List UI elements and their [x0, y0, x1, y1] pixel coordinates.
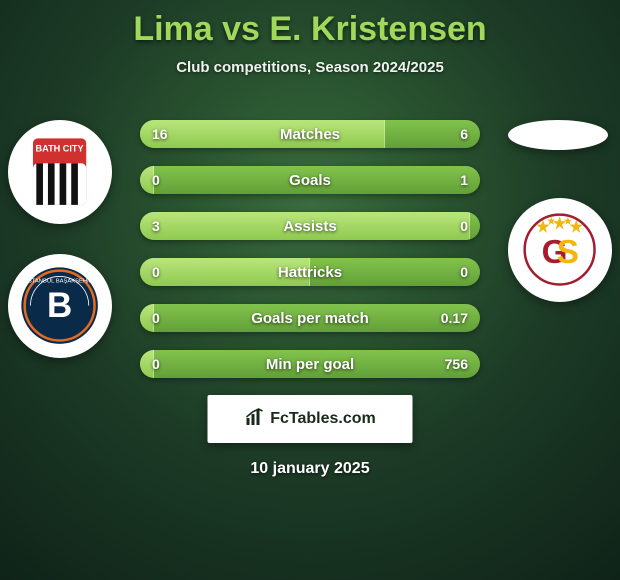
svg-text:BATH CITY: BATH CITY — [36, 144, 84, 154]
stats-bars: 166Matches 01Goals 30Assists 00Hattricks 00.… — [140, 120, 480, 396]
stat-row: 00.17Goals per match — [140, 304, 480, 332]
page-subtitle: Club competitions, Season 2024/2025 — [0, 59, 620, 76]
svg-text:B: B — [47, 287, 72, 326]
page-title: Lima vs E. Kristensen — [0, 0, 620, 49]
stat-row: 0756Min per goal — [140, 350, 480, 378]
right-badge-column: G S — [508, 120, 612, 332]
svg-text:S: S — [557, 234, 579, 271]
stat-label: Assists — [140, 212, 480, 240]
club-badge-bath-city: BATH CITY — [8, 120, 112, 224]
club-badge-galatasaray: G S — [508, 198, 612, 302]
left-badge-column: BATH CITY B ISTANBUL BAŞAKŞEHİR — [8, 120, 112, 388]
stat-label: Hattricks — [140, 258, 480, 286]
footer-branding: FcTables.com — [208, 395, 413, 443]
stat-row: 166Matches — [140, 120, 480, 148]
stat-row: 30Assists — [140, 212, 480, 240]
stat-label: Goals — [140, 166, 480, 194]
stat-row: 01Goals — [140, 166, 480, 194]
svg-text:ISTANBUL BAŞAKŞEHİR: ISTANBUL BAŞAKŞEHİR — [27, 278, 94, 285]
chart-icon — [244, 407, 264, 432]
stat-label: Min per goal — [140, 350, 480, 378]
stat-row: 00Hattricks — [140, 258, 480, 286]
stat-label: Goals per match — [140, 304, 480, 332]
club-badge-basaksehir: B ISTANBUL BAŞAKŞEHİR — [8, 254, 112, 358]
club-badge-blank — [508, 120, 608, 150]
date-text: 10 january 2025 — [0, 460, 620, 478]
stat-label: Matches — [140, 120, 480, 148]
footer-label: FcTables.com — [270, 410, 376, 428]
